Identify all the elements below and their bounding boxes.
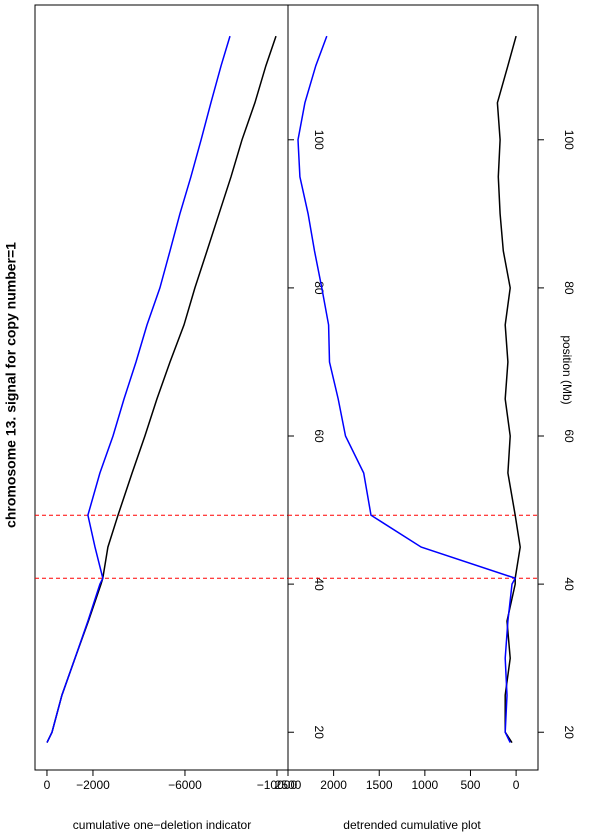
y-axis-label: cumulative one−deletion indicator	[73, 818, 251, 832]
x-tick-label: 20	[312, 726, 326, 740]
chart-title: chromosome 13. signal for copy number=1	[3, 242, 19, 528]
y-axis-label: detrended cumulative plot	[343, 818, 481, 832]
data-line	[46, 35, 277, 743]
data-line	[297, 35, 517, 743]
y-tick-label: 1000	[412, 778, 439, 792]
y-tick-label: 2500	[275, 778, 302, 792]
y-tick-label: −6000	[168, 778, 202, 792]
data-line	[46, 35, 231, 743]
y-tick-label: 1500	[366, 778, 393, 792]
x-tick-label: 80	[312, 281, 326, 295]
x-tick-label: 20	[562, 726, 576, 740]
x-tick-label: 100	[562, 130, 576, 150]
x-axis-label: position (Mb)	[560, 335, 574, 404]
x-tick-label: 80	[562, 281, 576, 295]
y-tick-label: 0	[513, 778, 520, 792]
y-tick-label: −2000	[76, 778, 110, 792]
x-tick-label: 60	[562, 429, 576, 443]
plot-frame	[287, 4, 539, 771]
x-tick-label: 100	[312, 130, 326, 150]
x-tick-label: 60	[312, 429, 326, 443]
x-tick-label: 40	[312, 577, 326, 591]
y-tick-label: 0	[44, 778, 51, 792]
x-tick-label: 40	[562, 577, 576, 591]
y-tick-label: 2000	[320, 778, 347, 792]
y-tick-label: −10000	[257, 778, 298, 792]
data-line	[496, 35, 521, 744]
y-tick-label: 500	[460, 778, 480, 792]
